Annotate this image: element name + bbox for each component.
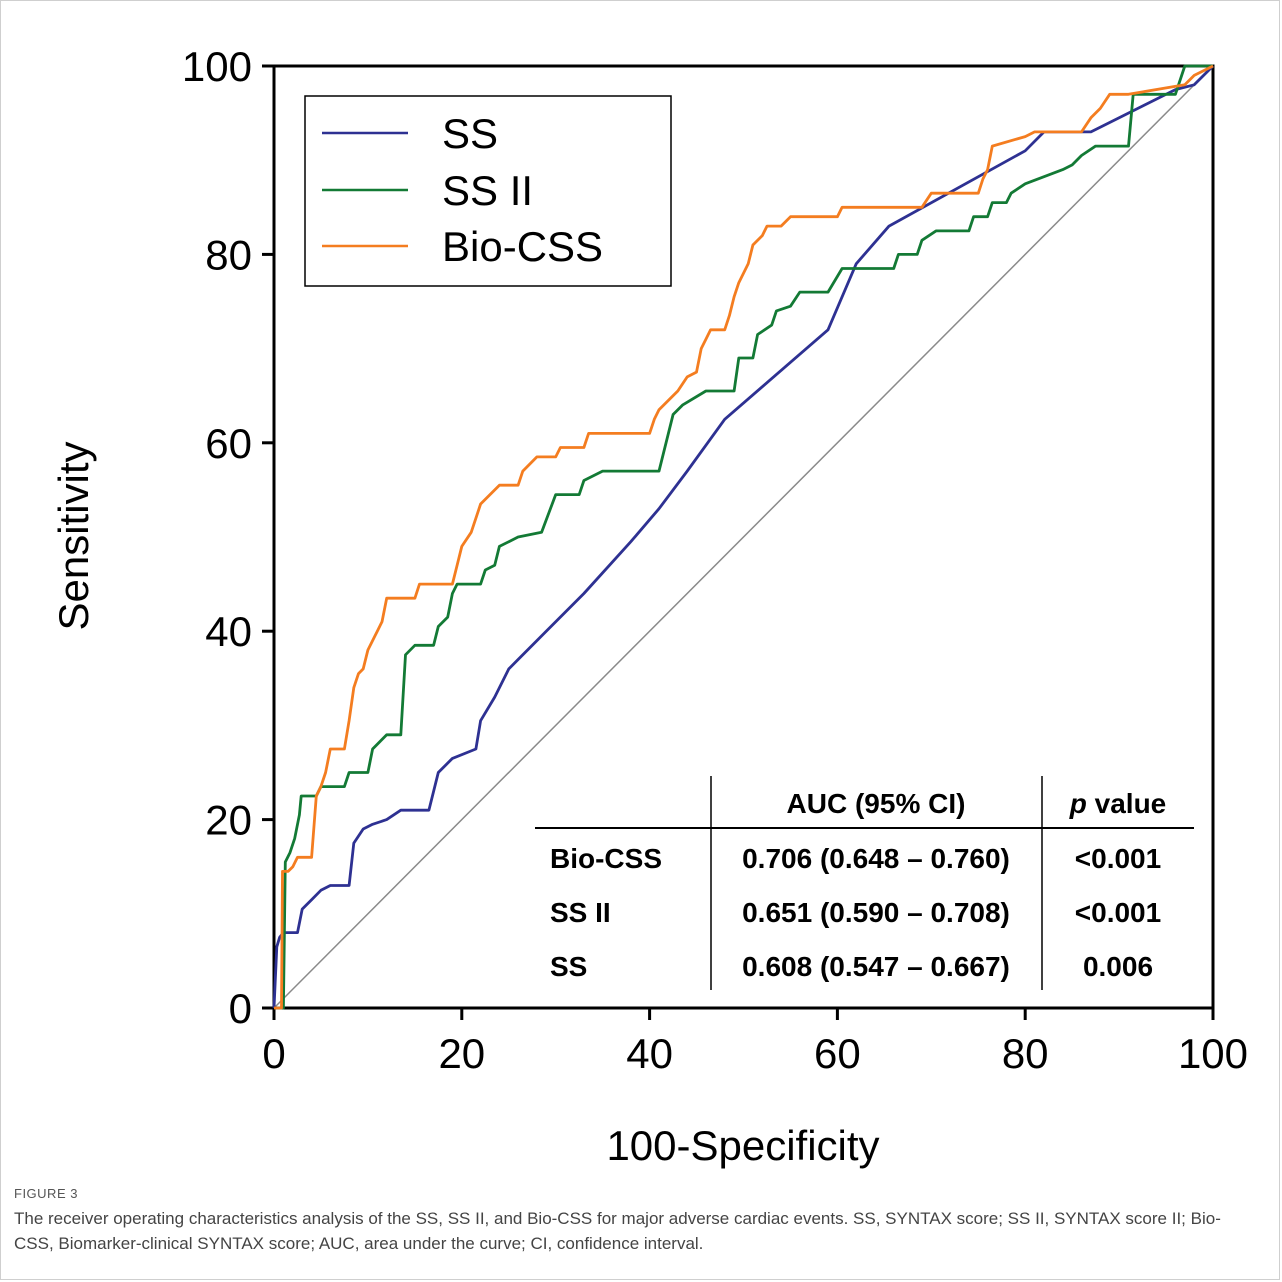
legend-label-ss: SS (442, 110, 498, 157)
x-tick-label: 80 (1002, 1030, 1049, 1077)
legend-box (304, 95, 672, 287)
y-tick-label: 20 (205, 797, 252, 844)
table-row-p: <0.001 (1075, 897, 1161, 928)
x-axis-ticks: 0 20 40 60 80 100 (262, 1008, 1248, 1077)
y-axis-title: Sensitivity (50, 441, 97, 630)
y-tick-label: 40 (205, 608, 252, 655)
legend: SS SS II Bio-CSS (304, 95, 672, 287)
table-row-label: SS II (550, 897, 611, 928)
series-line-bio-css (274, 64, 1214, 1010)
auc-table: AUC (95% CI) p value Bio-CSS 0.706 (0.64… (535, 776, 1194, 990)
y-tick-label: 80 (205, 231, 252, 278)
roc-chart: 0 20 40 60 80 100 0 20 40 60 80 100 100-Specificit… (50, 43, 1248, 1169)
series-line-ss (272, 65, 1214, 1009)
x-tick-label: 40 (626, 1030, 673, 1077)
table-header-p-letter: p (1069, 788, 1087, 819)
x-tick-label: 60 (814, 1030, 861, 1077)
table-row-p: 0.006 (1083, 951, 1153, 982)
table-header-auc: AUC (95% CI) (787, 788, 966, 819)
figure-label: FIGURE 3 (14, 1186, 78, 1201)
table-row-label: Bio-CSS (550, 843, 662, 874)
series-layer (272, 64, 1214, 1010)
x-axis-title: 100-Specificity (606, 1122, 879, 1169)
table-row-auc: 0.608 (0.547 – 0.667) (742, 951, 1010, 982)
y-tick-label: 0 (229, 985, 252, 1032)
table-row-auc: 0.651 (0.590 – 0.708) (742, 897, 1010, 928)
figure-caption: The receiver operating characteristics a… (14, 1209, 1221, 1253)
reference-diagonal (273, 65, 1214, 1009)
table-header-p-rest: value (1087, 788, 1166, 819)
table-row-auc: 0.706 (0.648 – 0.760) (742, 843, 1010, 874)
legend-label-bio-css: Bio-CSS (442, 223, 603, 270)
table-row-label: SS (550, 951, 587, 982)
x-tick-label: 100 (1178, 1030, 1248, 1077)
y-tick-label: 100 (182, 43, 252, 90)
table-row-p: <0.001 (1075, 843, 1161, 874)
legend-label-ss2: SS II (442, 167, 533, 214)
plot-frame (272, 64, 1215, 1010)
table-header-p: p value (1069, 788, 1167, 819)
y-tick-label: 60 (205, 420, 252, 467)
series-line-ss-ii (274, 64, 1213, 1010)
x-tick-label: 0 (262, 1030, 285, 1077)
x-tick-label: 20 (438, 1030, 485, 1077)
y-axis-ticks: 0 20 40 60 80 100 (182, 43, 274, 1032)
